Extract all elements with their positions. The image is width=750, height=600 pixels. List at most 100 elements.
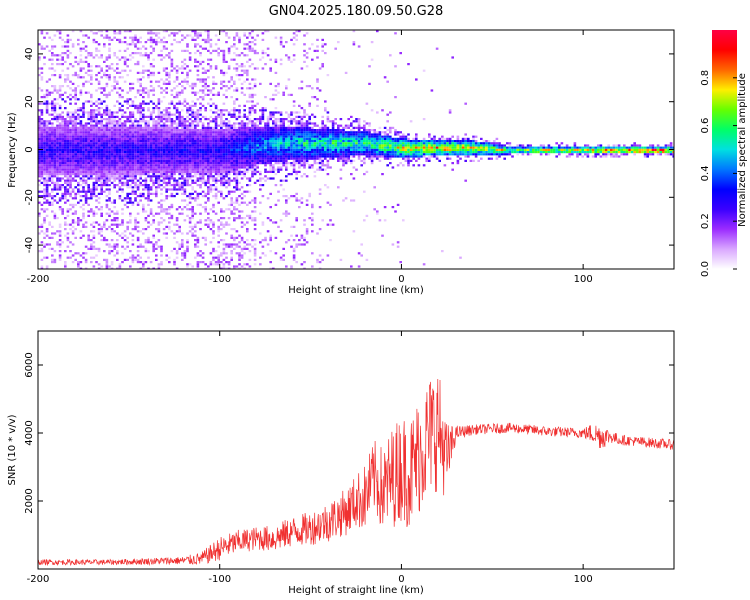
spectrogram-cell	[56, 173, 59, 176]
spectrogram-cell	[225, 144, 228, 147]
spectrogram-cell	[256, 126, 259, 129]
spectrogram-cell	[196, 168, 200, 171]
spectrogram-cell	[58, 250, 62, 253]
spectrogram-cell	[84, 162, 88, 165]
spectrogram-cell	[209, 184, 213, 187]
spectrogram-cell	[45, 234, 49, 237]
spectrogram-cell	[90, 30, 93, 33]
spectrogram-cell	[155, 192, 158, 195]
spectrogram-cell	[178, 184, 181, 187]
spectrogram-cell	[45, 96, 49, 99]
spectrogram-cell	[222, 263, 226, 266]
spectrogram-cell	[238, 155, 241, 158]
spectrogram-cell	[264, 239, 267, 242]
spectrogram-cell	[134, 199, 137, 202]
spectrogram-cell	[188, 175, 192, 178]
spectrogram-cell	[175, 184, 179, 187]
spectrogram-cell	[134, 43, 137, 46]
spectrogram-cell	[71, 197, 75, 200]
spectrogram-cell	[240, 164, 244, 167]
spectrogram-cell	[201, 126, 205, 129]
spectrogram-cell	[116, 155, 119, 158]
spectrogram-cell	[131, 164, 135, 167]
spectrogram-cell	[209, 45, 213, 48]
spectrogram-cell	[105, 93, 109, 96]
spectrogram-cell	[287, 124, 291, 127]
spectrogram-cell	[266, 146, 270, 149]
spectrogram-cell	[136, 71, 140, 74]
spectrogram-cell	[95, 199, 98, 202]
spectrogram-cell	[290, 144, 293, 147]
spectrogram-cell	[100, 122, 103, 125]
spectrogram-cell	[87, 118, 90, 121]
spectrogram-cell	[134, 159, 137, 162]
spectrogram-cell	[253, 239, 257, 242]
spectrogram-cell	[155, 254, 158, 257]
spectrogram-cell	[292, 159, 296, 162]
spectrogram-cell	[246, 221, 249, 224]
spectrogram-cell	[269, 58, 272, 61]
spectrogram-cell	[227, 137, 231, 140]
spectrogram-cell	[103, 155, 106, 158]
spectrogram-cell	[90, 65, 93, 68]
spectrogram-cell	[251, 157, 254, 160]
spectrogram-cell	[173, 162, 176, 165]
spectrogram-cell	[61, 166, 64, 169]
spectrogram-cell	[188, 164, 192, 167]
spectrogram-cell	[196, 49, 200, 52]
spectrogram-cell	[225, 41, 228, 44]
spectrogram-cell	[97, 144, 101, 147]
spectrogram-cell	[118, 41, 122, 44]
spectrogram-cell	[157, 122, 161, 125]
spectrogram-cell	[186, 131, 189, 134]
spectrogram-cell	[77, 263, 80, 266]
spectrogram-cell	[256, 170, 259, 173]
spectrogram-cell	[230, 256, 233, 259]
spectrogram-cell	[82, 157, 85, 160]
spectrogram-cell	[74, 221, 77, 224]
spectrogram-cell	[238, 144, 241, 147]
spectrogram-cell	[269, 146, 272, 149]
spectrogram-cell	[131, 203, 135, 206]
spectrogram-cell	[121, 261, 124, 264]
spectrogram-cell	[100, 192, 103, 195]
spectrogram-cell	[277, 126, 280, 129]
spectrogram-cell	[90, 230, 93, 233]
spectrogram-cell	[134, 221, 137, 224]
spectrogram-cell	[147, 109, 150, 112]
spectrogram-cell	[66, 85, 70, 88]
spectrogram-cell	[240, 122, 244, 125]
spectrogram-cell	[105, 107, 109, 110]
spectrogram-cell	[217, 109, 220, 112]
spectrogram-cell	[149, 192, 153, 195]
spectrogram-cell	[170, 124, 174, 127]
spectrogram-cell	[105, 157, 109, 160]
spectrogram-cell	[48, 221, 51, 224]
spectrogram-cell	[100, 234, 103, 237]
spectrogram-cell	[186, 195, 189, 198]
spectrogram-cell	[95, 168, 98, 171]
spectrogram-cell	[214, 166, 218, 169]
spectrogram-cell	[168, 113, 171, 116]
spectrogram-cell	[126, 164, 129, 167]
spectrogram-cell	[108, 265, 111, 268]
spectrogram-cell	[100, 206, 103, 209]
spectrogram-cell	[168, 208, 171, 211]
spectrogram-cell	[233, 148, 236, 151]
spectrogram-cell	[51, 140, 54, 143]
spectrogram-cell	[139, 142, 142, 145]
spectrogram-cell	[253, 78, 257, 81]
spectrogram-cell	[152, 166, 155, 169]
spectrogram-cell	[207, 148, 210, 151]
spectrogram-cell	[191, 151, 194, 154]
spectrogram-cell	[243, 126, 246, 129]
spectrogram-cell	[199, 131, 202, 134]
spectrogram-cell	[259, 135, 262, 138]
spectrogram-cell	[256, 124, 259, 127]
spectrogram-cell	[282, 159, 285, 162]
spectrogram-cell	[116, 131, 119, 134]
spectrogram-cell	[45, 133, 49, 136]
spectrogram-cell	[74, 71, 77, 74]
spectrogram-cell	[134, 124, 137, 127]
spectrogram-cell	[157, 107, 161, 110]
